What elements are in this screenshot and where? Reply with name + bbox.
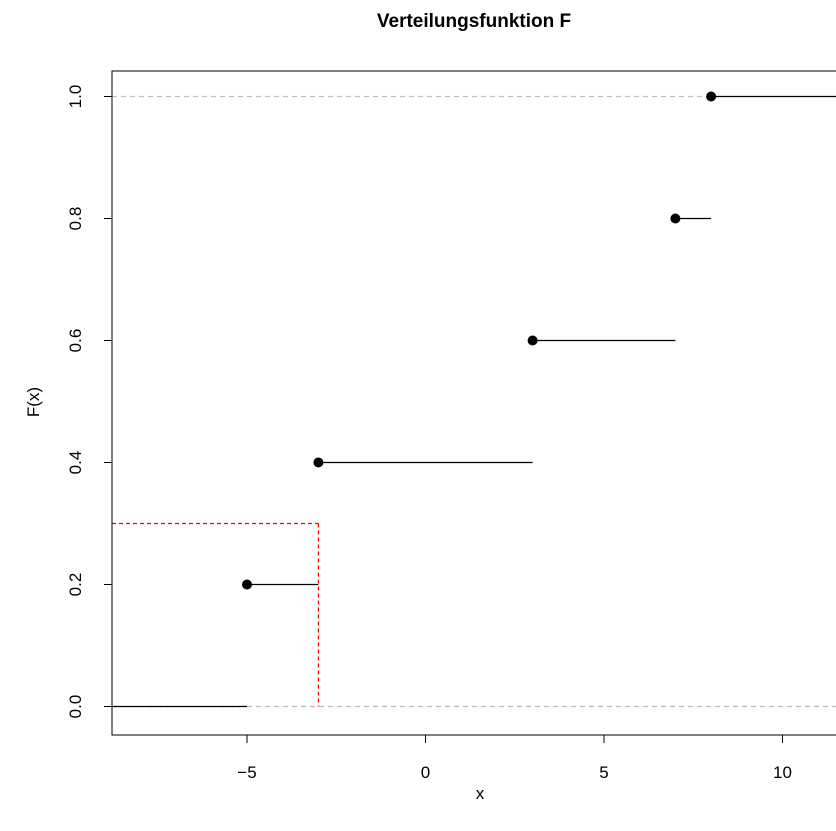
y-axis-label: F(x)	[24, 387, 43, 417]
step-points	[242, 91, 717, 590]
y-tick-label: 0.0	[66, 695, 85, 719]
step-point	[527, 335, 538, 346]
y-tick-label: 0.2	[66, 573, 85, 597]
x-axis-label: x	[476, 784, 485, 803]
chart-title: Verteilungsfunktion F	[377, 11, 571, 32]
x-tick-label: 10	[773, 763, 792, 782]
x-tick-label: −5	[237, 763, 256, 782]
y-tick-label: 0.6	[66, 329, 85, 353]
step-point	[706, 91, 717, 102]
step-point	[670, 213, 681, 224]
step-point	[313, 457, 324, 468]
reference-lines	[112, 95, 836, 708]
y-tick-label: 0.8	[66, 207, 85, 231]
y-axis: 0.0 0.2 0.4 0.6 0.8 1.0	[66, 85, 112, 719]
annotation-lines	[112, 522, 319, 707]
y-tick-label: 1.0	[66, 85, 85, 109]
step-segments	[112, 95, 836, 708]
x-axis: −5 0 5 10	[237, 735, 792, 782]
x-tick-label: 0	[421, 763, 430, 782]
y-tick-label: 0.4	[66, 451, 85, 475]
plot-frame	[111, 70, 836, 736]
x-tick-label: 5	[599, 763, 608, 782]
step-point	[242, 579, 252, 590]
